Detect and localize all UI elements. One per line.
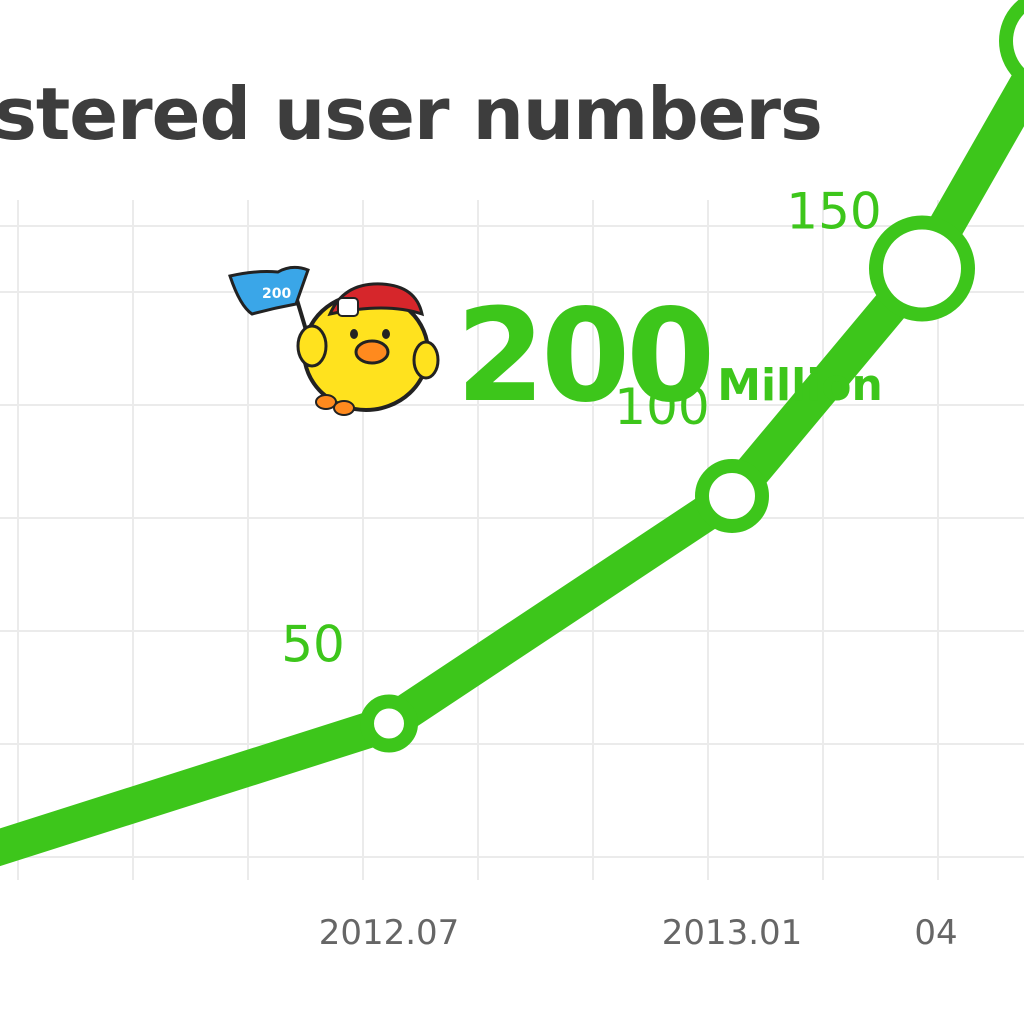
data-point-2: [695, 459, 769, 533]
data-label-2: 100: [614, 378, 709, 436]
chick-with-flag-icon: 200: [228, 265, 440, 416]
x-tick-label-1: 2013.01: [662, 913, 803, 953]
headline-unit: Million: [717, 360, 883, 411]
series-line: [0, 53, 1024, 867]
x-tick-label-0: 2012.07: [319, 913, 460, 953]
x-tick-label-2: 04: [914, 913, 957, 953]
data-labels: 50 100 150: [281, 183, 882, 674]
x-axis-ticks: 2012.07 2013.01 04: [319, 913, 958, 953]
data-point-1: [360, 694, 418, 753]
data-point-3: [869, 215, 975, 322]
data-label-3: 150: [786, 183, 881, 241]
data-label-1: 50: [281, 616, 345, 674]
chart-title: stered user numbers: [0, 72, 823, 156]
headline-value: 200: [456, 282, 715, 431]
data-point-4: [999, 0, 1024, 86]
data-points: [360, 0, 1024, 753]
headline: 200 Million: [456, 282, 883, 431]
series-polyline: [0, 53, 1024, 867]
flag-text: 200: [262, 286, 291, 302]
